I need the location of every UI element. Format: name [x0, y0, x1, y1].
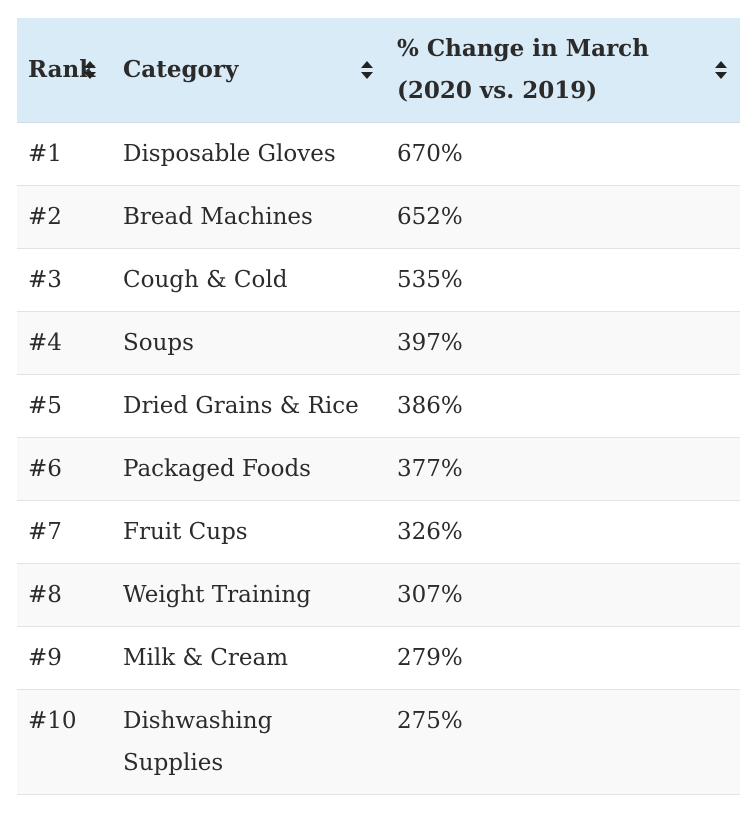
table-row: #8 Weight Training 307% — [17, 563, 740, 627]
sort-icon — [361, 61, 373, 79]
rank-cell: #4 — [17, 311, 112, 375]
table-header: Rank Category % Change in March (2020 vs… — [17, 18, 740, 123]
ranking-table: Rank Category % Change in March (2020 vs… — [17, 18, 740, 795]
sort-icon — [84, 61, 96, 79]
header-text: Category — [123, 56, 239, 83]
rank-cell: #7 — [17, 500, 112, 564]
category-cell: Packaged Foods — [112, 437, 386, 501]
rank-cell: #9 — [17, 626, 112, 690]
change-cell: 535% — [386, 248, 740, 312]
change-cell: 307% — [386, 563, 740, 627]
category-cell: Disposable Gloves — [112, 122, 386, 186]
table-row: #6 Packaged Foods 377% — [17, 437, 740, 501]
category-cell: Weight Training — [112, 563, 386, 627]
header-row: Rank Category % Change in March (2020 vs… — [17, 18, 740, 123]
category-header[interactable]: Category — [112, 18, 386, 123]
header-text: Rank — [28, 56, 96, 83]
category-cell: Dishwashing Supplies — [112, 689, 386, 795]
table-body: #1 Disposable Gloves 670% #2 Bread Machines 6… — [17, 122, 740, 795]
sort-icon — [715, 61, 727, 79]
header-text: % Change in March (2020 vs. 2019) — [397, 35, 649, 104]
rank-cell: #8 — [17, 563, 112, 627]
table-row: #7 Fruit Cups 326% — [17, 500, 740, 564]
category-cell: Dried Grains & Rice — [112, 374, 386, 438]
change-cell: 326% — [386, 500, 740, 564]
rank-cell: #2 — [17, 185, 112, 249]
rank-cell: #6 — [17, 437, 112, 501]
category-cell: Cough & Cold — [112, 248, 386, 312]
change-cell: 386% — [386, 374, 740, 438]
change-header[interactable]: % Change in March (2020 vs. 2019) — [386, 18, 740, 123]
change-cell: 670% — [386, 122, 740, 186]
table-row: #2 Bread Machines 652% — [17, 185, 740, 249]
category-cell: Soups — [112, 311, 386, 375]
category-cell: Fruit Cups — [112, 500, 386, 564]
rank-cell: #3 — [17, 248, 112, 312]
change-cell: 397% — [386, 311, 740, 375]
rank-cell: #10 — [17, 689, 112, 795]
rank-header[interactable]: Rank — [17, 18, 112, 123]
table-row: #10 Dishwashing Supplies 275% — [17, 689, 740, 795]
category-cell: Milk & Cream — [112, 626, 386, 690]
category-cell: Bread Machines — [112, 185, 386, 249]
change-cell: 279% — [386, 626, 740, 690]
change-cell: 377% — [386, 437, 740, 501]
table-row: #9 Milk & Cream 279% — [17, 626, 740, 690]
table-row: #4 Soups 397% — [17, 311, 740, 375]
change-cell: 652% — [386, 185, 740, 249]
change-cell: 275% — [386, 689, 740, 795]
rank-cell: #1 — [17, 122, 112, 186]
rank-cell: #5 — [17, 374, 112, 438]
table-row: #5 Dried Grains & Rice 386% — [17, 374, 740, 438]
table-row: #1 Disposable Gloves 670% — [17, 122, 740, 186]
table-row: #3 Cough & Cold 535% — [17, 248, 740, 312]
